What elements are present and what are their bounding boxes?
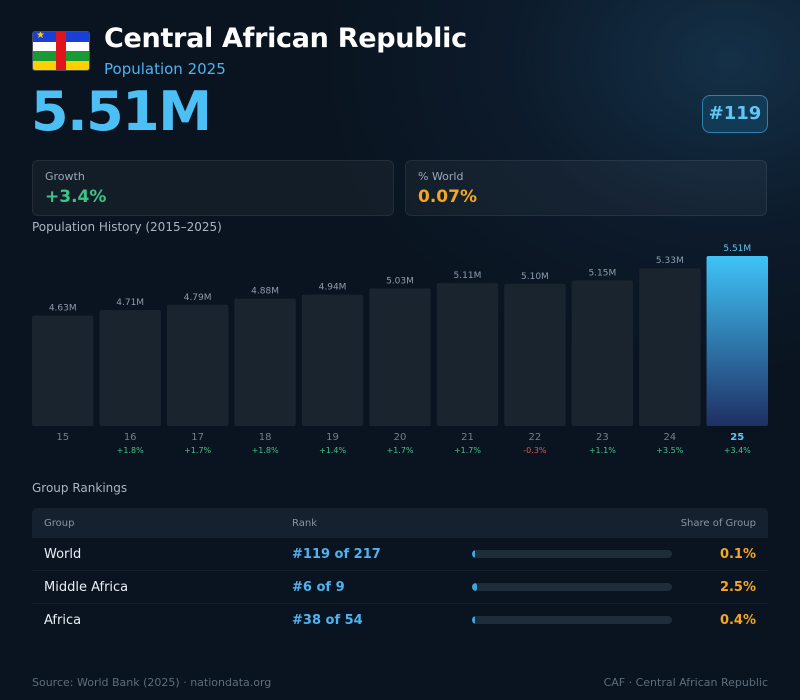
growth-label: +1.1% (589, 446, 616, 455)
share-bar-fill (472, 616, 475, 624)
table-row: Middle Africa #6 of 9 2.5% (32, 571, 768, 604)
growth-label: Growth (45, 170, 85, 183)
category-label: 19 (326, 432, 339, 443)
share-bar-fill (472, 583, 477, 591)
bar-value-label: 4.71M (116, 298, 144, 308)
bar-value-label: 5.33M (656, 256, 684, 266)
footer-source: Source: World Bank (2025) · nationdata.o… (32, 676, 272, 689)
growth-label: +3.5% (656, 446, 683, 455)
share-bar (472, 616, 672, 624)
growth-label: +1.8% (252, 446, 279, 455)
history-title: Population History (2015–2025) (32, 220, 222, 234)
central-african-republic-flag-icon: ★ (32, 31, 90, 71)
growth-label: -0.3% (523, 446, 547, 455)
bar-20 (369, 288, 431, 426)
rank-badge: #119 (702, 95, 768, 133)
bar-15 (32, 315, 94, 426)
table-row: World #119 of 217 0.1% (32, 538, 768, 571)
growth-label: +1.7% (386, 446, 413, 455)
bar-16 (99, 310, 161, 426)
bar-24 (639, 268, 701, 426)
growth-card: Growth +3.4% (32, 160, 394, 216)
column-header-rank: Rank (292, 518, 317, 529)
category-label: 23 (596, 432, 609, 443)
bar-value-label: 4.94M (319, 283, 347, 293)
page-title: Central African Republic (104, 23, 467, 54)
category-label: 18 (259, 432, 272, 443)
table-header: Group Rank Share of Group (32, 508, 768, 538)
world-share-card: % World 0.07% (405, 160, 767, 216)
bar-19 (301, 294, 364, 426)
bar-value-label: 5.51M (723, 244, 751, 254)
row-group: Africa (44, 613, 82, 628)
bar-value-label: 5.10M (521, 272, 549, 282)
category-label: 15 (56, 432, 69, 443)
share-bar (472, 583, 672, 591)
rankings-table: Group Rank Share of Group World #119 of … (32, 508, 768, 636)
row-group: Middle Africa (44, 580, 129, 595)
world-share-value: 0.07% (418, 187, 477, 207)
bar-value-label: 5.03M (386, 277, 414, 287)
bar-value-label: 4.63M (49, 304, 77, 314)
row-share: 0.1% (719, 547, 756, 562)
table-row: Africa #38 of 54 0.4% (32, 604, 768, 636)
row-rank: #38 of 54 (292, 613, 363, 628)
growth-label: +1.8% (117, 446, 144, 455)
bar-18 (234, 298, 296, 426)
category-label: 16 (124, 432, 137, 443)
column-header-group: Group (44, 518, 75, 529)
bar-value-label: 5.15M (588, 268, 616, 278)
share-bar-fill (472, 550, 475, 558)
growth-label: +1.7% (184, 446, 211, 455)
category-label: 24 (663, 432, 676, 443)
category-label: 21 (461, 432, 474, 443)
row-rank: #6 of 9 (292, 580, 345, 595)
world-share-label: % World (418, 170, 464, 183)
population-history-chart: 4.63M 15 4.71M 16 +1.8% 4.79M 17 +1.7% 4.88M 18 +1… (32, 244, 768, 455)
row-share: 0.4% (719, 613, 756, 628)
bar-21 (436, 283, 499, 426)
bar-22 (504, 283, 566, 426)
bar-17 (166, 304, 229, 426)
bar-value-label: 4.79M (184, 293, 212, 303)
row-share: 2.5% (719, 580, 756, 595)
population-value: 5.51M (31, 80, 212, 143)
growth-label: +3.4% (724, 446, 751, 455)
footer-country-code: CAF · Central African Republic (603, 676, 768, 689)
rankings-title: Group Rankings (32, 481, 128, 495)
bar-23 (571, 280, 634, 426)
category-label: 20 (394, 432, 407, 443)
row-rank: #119 of 217 (292, 547, 381, 562)
share-bar (472, 550, 672, 558)
category-label: 22 (529, 432, 542, 443)
bar-value-label: 5.11M (454, 271, 482, 281)
bar-25 (706, 256, 768, 426)
page-subtitle: Population 2025 (104, 60, 226, 78)
column-header-share: Share of Group (680, 518, 756, 529)
growth-value: +3.4% (45, 187, 107, 207)
row-group: World (44, 547, 82, 562)
bar-value-label: 4.88M (251, 287, 279, 297)
growth-label: +1.7% (454, 446, 481, 455)
growth-label: +1.4% (319, 446, 346, 455)
category-label: 17 (191, 432, 204, 443)
category-label: 25 (730, 432, 744, 443)
